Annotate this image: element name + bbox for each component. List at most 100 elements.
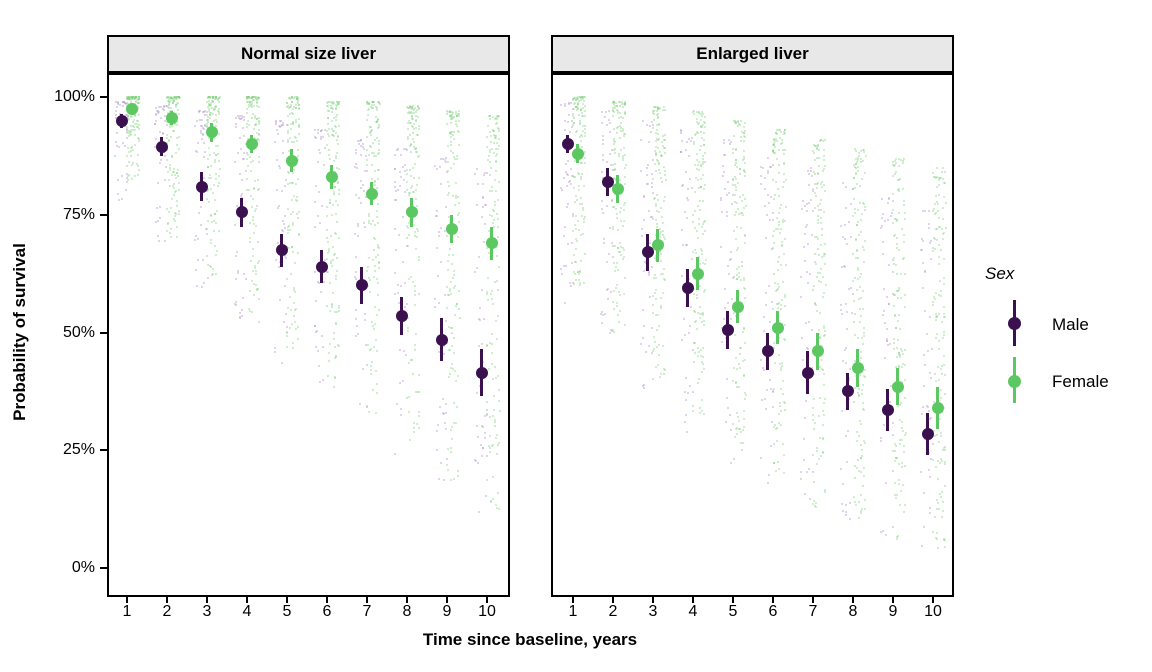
cloud-dot-female	[617, 155, 620, 158]
cloud-dot-male	[570, 262, 573, 265]
cloud-dot-female	[245, 108, 248, 111]
cloud-dot-female	[369, 106, 372, 109]
cloud-dot-female	[578, 146, 581, 149]
cloud-dot-female	[416, 228, 419, 231]
cloud-dot-female	[415, 235, 418, 238]
cloud-dot-female	[176, 123, 179, 126]
cloud-dot-female	[698, 209, 701, 212]
cloud-dot-male	[319, 137, 322, 140]
cloud-dot-male	[761, 166, 764, 169]
cloud-dot-male	[804, 232, 807, 235]
cloud-dot-male	[567, 203, 570, 205]
cloud-dot-female	[166, 96, 169, 99]
x-tick-mark	[446, 597, 448, 603]
cloud-dot-female	[248, 189, 250, 192]
cloud-dot-male	[317, 282, 320, 285]
cloud-dot-male	[156, 110, 159, 113]
cloud-dot-female	[134, 98, 137, 101]
cloud-dot-female	[414, 147, 417, 150]
cloud-dot-female	[618, 291, 621, 294]
cloud-dot-male	[568, 179, 571, 182]
cloud-dot-female	[375, 154, 377, 157]
cloud-dot-female	[457, 131, 460, 134]
cloud-dot-female	[491, 475, 494, 478]
cloud-dot-female	[170, 96, 173, 99]
cloud-dot-female	[864, 171, 867, 174]
cloud-dot-female	[455, 111, 458, 114]
cloud-dot-female	[289, 106, 292, 109]
cloud-dot-female	[698, 255, 701, 258]
cloud-dot-female	[215, 96, 218, 98]
cloud-dot-female	[736, 124, 739, 127]
cloud-dot-female	[458, 307, 461, 310]
cloud-dot-female	[129, 132, 132, 135]
cloud-dot-male	[402, 216, 404, 218]
cloud-dot-female	[738, 428, 741, 431]
cloud-dot-female	[611, 205, 614, 208]
cloud-dot-male	[202, 258, 205, 261]
cloud-dot-female	[213, 97, 216, 100]
cloud-dot-female	[783, 130, 786, 133]
cloud-dot-female	[246, 96, 249, 99]
cloud-dot-female	[407, 278, 410, 281]
cloud-dot-female	[578, 119, 581, 122]
cloud-dot-female	[289, 326, 292, 329]
cloud-dot-female	[138, 98, 140, 101]
cloud-dot-male	[844, 510, 847, 513]
cloud-dot-female	[783, 324, 786, 327]
cloud-dot-female	[257, 116, 260, 119]
cloud-dot-female	[584, 109, 586, 112]
cloud-dot-female	[127, 160, 130, 163]
cloud-dot-male	[650, 120, 653, 123]
cloud-dot-male	[397, 291, 400, 294]
cloud-dot-female	[209, 213, 212, 216]
cloud-dot-female	[168, 99, 171, 102]
cloud-dot-male	[770, 248, 773, 250]
cloud-dot-female	[701, 199, 704, 202]
cloud-dot-male	[882, 424, 885, 427]
point-male-year-10	[922, 427, 934, 440]
cloud-dot-female	[617, 321, 620, 324]
cloud-dot-female	[701, 124, 704, 127]
cloud-dot-female	[298, 103, 301, 106]
cloud-dot-female	[654, 152, 657, 155]
cloud-dot-female	[822, 183, 825, 186]
cloud-dot-female	[662, 367, 665, 370]
cloud-dot-female	[901, 159, 904, 162]
cloud-dot-female	[624, 111, 627, 114]
cloud-dot-female	[700, 119, 703, 122]
cloud-dot-male	[163, 106, 166, 109]
cloud-dot-female	[902, 161, 905, 164]
cloud-dot-male	[240, 195, 243, 198]
point-male-year-5	[276, 244, 288, 257]
cloud-dot-female	[581, 161, 584, 164]
cloud-dot-female	[214, 159, 217, 162]
cloud-dot-female	[338, 100, 341, 103]
y-tick-mark	[100, 96, 107, 98]
cloud-dot-female	[369, 290, 372, 293]
cloud-dot-female	[581, 207, 584, 210]
cloud-dot-female	[657, 168, 660, 171]
cloud-dot-female	[893, 234, 896, 237]
cloud-dot-female	[812, 407, 815, 410]
cloud-dot-female	[735, 380, 738, 383]
cloud-dot-female	[892, 165, 895, 168]
cloud-dot-male	[805, 202, 808, 205]
cloud-dot-female	[939, 458, 942, 461]
cloud-dot-female	[738, 124, 741, 127]
cloud-dot-female	[409, 105, 412, 108]
cloud-dot-male	[485, 171, 488, 174]
cloud-dot-female	[334, 323, 337, 326]
cloud-dot-female	[699, 354, 702, 357]
cloud-dot-male	[314, 137, 317, 140]
cloud-dot-male	[763, 316, 765, 319]
cloud-dot-female	[862, 343, 865, 346]
cloud-dot-male	[364, 196, 367, 199]
cloud-dot-female	[777, 422, 780, 425]
cloud-dot-female	[331, 128, 333, 130]
cloud-dot-male	[279, 124, 282, 127]
cloud-dot-female	[491, 208, 494, 211]
cloud-dot-female	[701, 346, 704, 349]
cloud-dot-female	[247, 96, 250, 98]
cloud-dot-female	[737, 275, 740, 278]
